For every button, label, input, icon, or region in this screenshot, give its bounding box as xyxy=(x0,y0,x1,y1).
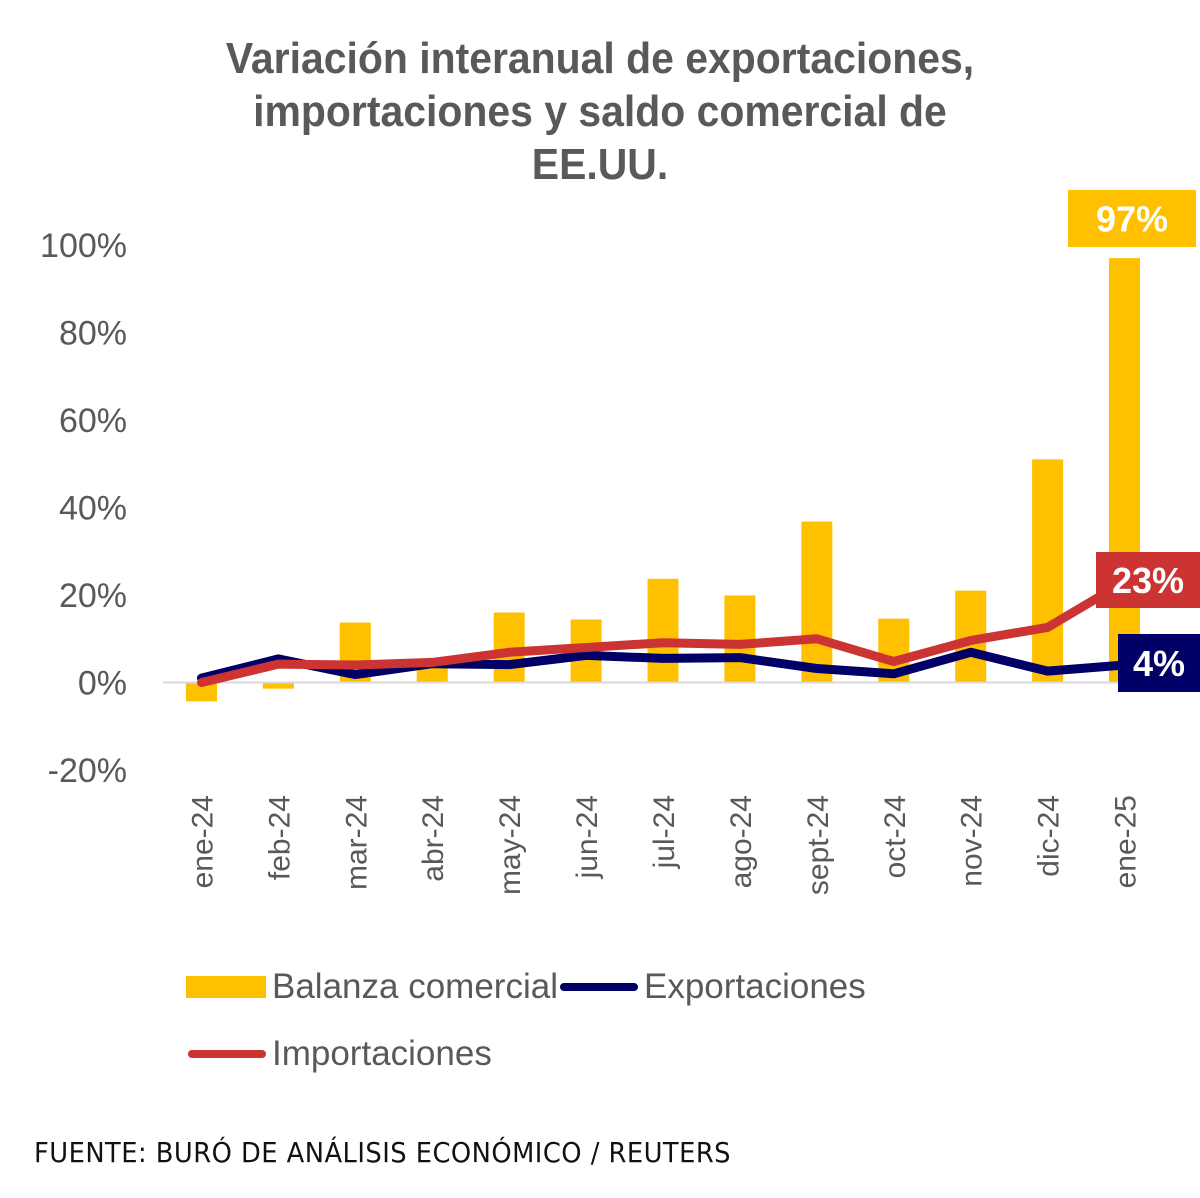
bar-sept-24 xyxy=(801,521,833,683)
data-label-exportaciones: 4% xyxy=(1118,634,1200,692)
y-tick-label: 40% xyxy=(59,490,127,528)
data-label-text: 4% xyxy=(1133,643,1185,684)
legend-label: Exportaciones xyxy=(643,967,866,1006)
x-tick-label: ene-24 xyxy=(186,795,219,888)
x-tick-label: nov-24 xyxy=(956,795,989,887)
data-labels: 97% 23% 4% xyxy=(1068,190,1200,692)
x-tick-label: mar-24 xyxy=(340,795,373,890)
bar-ago-24 xyxy=(724,595,756,683)
bar-ene-25 xyxy=(1109,258,1141,683)
data-label-importaciones: 23% xyxy=(1096,552,1200,608)
legend-item-balanza: Balanza comercial xyxy=(186,967,558,1007)
legend-swatch-balanza xyxy=(186,976,266,998)
bar-jul-24 xyxy=(647,578,679,683)
y-tick-label: 0% xyxy=(78,665,127,703)
x-tick-label: ago-24 xyxy=(725,795,758,888)
x-tick-label: oct-24 xyxy=(879,795,912,878)
y-tick-label: 20% xyxy=(59,577,127,615)
y-tick-label: 60% xyxy=(59,402,127,440)
legend-swatch-exportaciones xyxy=(559,983,638,991)
data-label-box xyxy=(1068,190,1196,247)
y-tick-label: 80% xyxy=(59,315,127,353)
line-series xyxy=(197,577,1129,687)
data-label-balanza-comercial: 97% xyxy=(1068,190,1196,247)
chart-title: Variación interanual de exportaciones, i… xyxy=(42,32,1158,191)
legend: Balanza comercial Exportaciones Importac… xyxy=(186,962,1006,1096)
legend-swatch-importaciones xyxy=(188,1050,266,1058)
x-tick-label: may-24 xyxy=(494,795,527,895)
legend-label: Balanza comercial xyxy=(272,967,558,1006)
bar-feb-24 xyxy=(262,682,294,689)
chart-plot: -20% 0% 20% 40% 60% 80% 100% ene-24 feb-24 mar-2… xyxy=(40,190,1200,895)
bar-ene-24 xyxy=(185,682,217,702)
x-tick-label: dic-24 xyxy=(1033,795,1066,877)
data-label-text: 23% xyxy=(1112,560,1184,601)
legend-item-importaciones: Importaciones xyxy=(186,1034,492,1074)
x-tick-label: ene-25 xyxy=(1110,795,1143,888)
legend-item-exportaciones: Exportaciones xyxy=(558,967,866,1007)
y-tick-label: 100% xyxy=(40,227,127,265)
y-axis: -20% 0% 20% 40% 60% 80% 100% xyxy=(40,227,127,790)
x-axis: ene-24 feb-24 mar-24 abr-24 may-24 jun-24 jul-… xyxy=(186,795,1142,895)
x-tick-label: jul-24 xyxy=(648,795,681,869)
y-tick-label: -20% xyxy=(48,752,127,790)
x-tick-label: sept-24 xyxy=(802,795,835,895)
legend-label: Importaciones xyxy=(272,1034,492,1073)
bar-dic-24 xyxy=(1032,459,1064,683)
chart-title-line: importaciones y saldo comercial de xyxy=(253,87,947,136)
x-tick-label: jun-24 xyxy=(571,795,604,879)
source-note: FUENTE: BURÓ DE ANÁLISIS ECONÓMICO / REU… xyxy=(34,1136,732,1169)
data-label-text: 97% xyxy=(1096,199,1168,240)
chart-title-line: Variación interanual de exportaciones, xyxy=(225,34,975,83)
data-label-box xyxy=(1118,634,1200,692)
data-label-box xyxy=(1096,552,1200,608)
bar-series-balanza xyxy=(185,258,1141,702)
x-tick-label: abr-24 xyxy=(417,795,450,882)
chart-title-line: EE.UU. xyxy=(531,140,669,189)
x-tick-label: feb-24 xyxy=(263,795,296,880)
